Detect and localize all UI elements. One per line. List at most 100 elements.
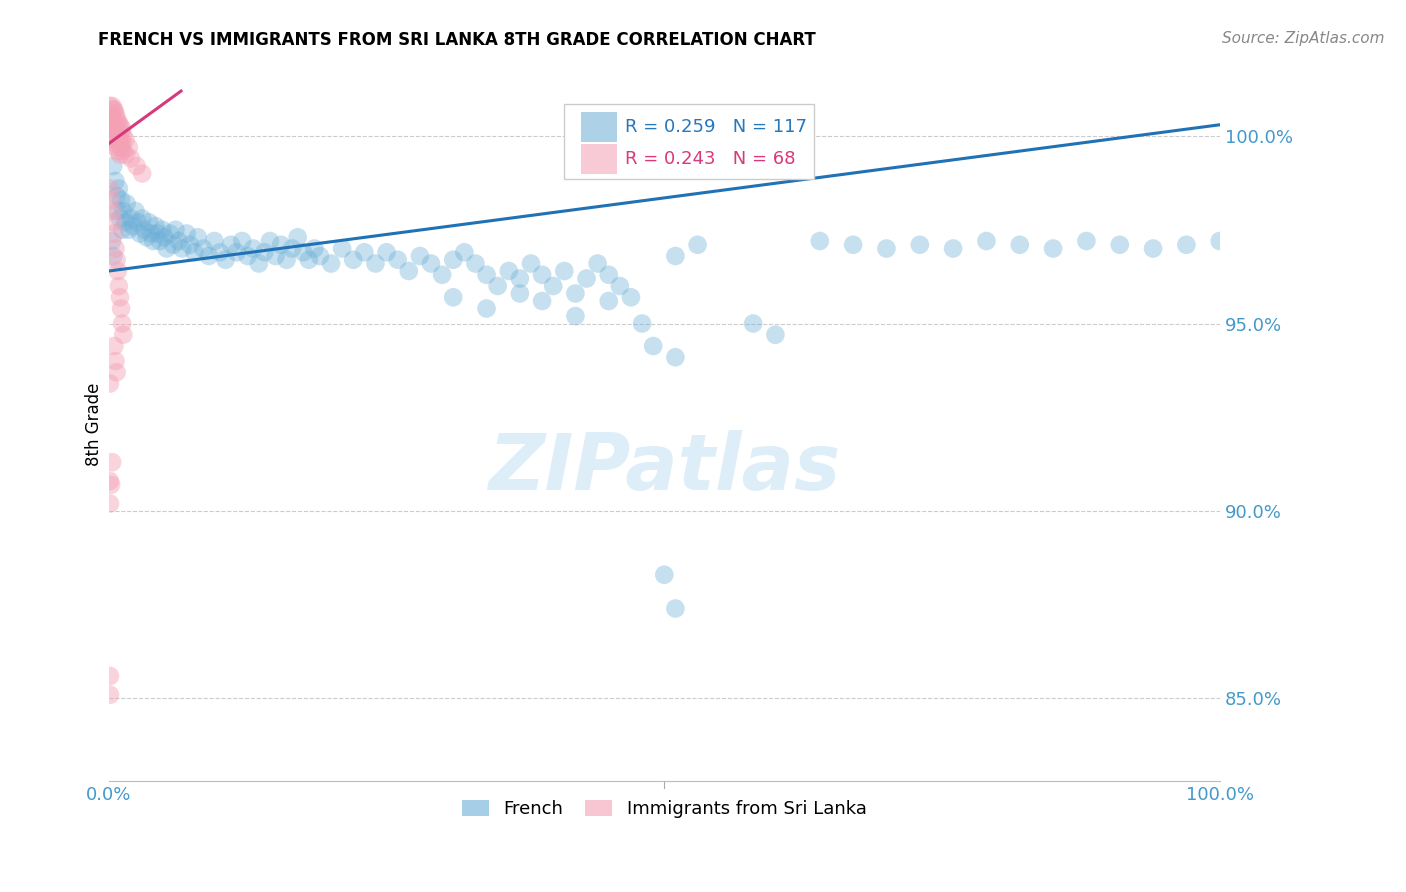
Point	[111, 223, 134, 237]
Point	[541, 279, 564, 293]
Point	[247, 256, 270, 270]
Point	[125, 159, 148, 173]
Point	[98, 688, 121, 702]
Point	[110, 193, 132, 207]
Point	[100, 193, 122, 207]
Point	[1175, 237, 1198, 252]
Point	[107, 144, 129, 158]
Point	[114, 215, 136, 229]
Point	[98, 181, 121, 195]
Point	[202, 234, 225, 248]
Point	[1209, 234, 1232, 248]
Point	[664, 249, 686, 263]
Point	[1142, 242, 1164, 256]
Point	[98, 496, 121, 510]
Point	[167, 234, 190, 248]
Point	[486, 279, 509, 293]
Point	[531, 293, 554, 308]
Point	[108, 181, 131, 195]
Point	[108, 118, 131, 132]
Point	[145, 219, 167, 233]
Point	[101, 128, 124, 143]
Point	[441, 252, 464, 267]
Point	[292, 245, 315, 260]
Point	[112, 204, 135, 219]
Point	[150, 223, 173, 237]
Point	[219, 237, 242, 252]
Point	[103, 133, 125, 147]
Point	[270, 237, 292, 252]
Point	[114, 133, 136, 147]
Point	[353, 245, 375, 260]
Point	[842, 237, 865, 252]
Point	[242, 242, 264, 256]
Point	[139, 227, 162, 241]
Point	[1042, 242, 1064, 256]
Point	[114, 148, 136, 162]
Point	[364, 256, 387, 270]
Point	[453, 245, 475, 260]
Point	[319, 256, 342, 270]
Text: FRENCH VS IMMIGRANTS FROM SRI LANKA 8TH GRADE CORRELATION CHART: FRENCH VS IMMIGRANTS FROM SRI LANKA 8TH …	[98, 31, 815, 49]
Point	[104, 136, 127, 151]
Point	[105, 125, 128, 139]
Point	[127, 215, 149, 229]
Point	[908, 237, 931, 252]
Point	[101, 114, 124, 128]
Point	[103, 249, 125, 263]
Point	[120, 152, 142, 166]
Point	[553, 264, 575, 278]
Point	[236, 249, 259, 263]
Point	[652, 567, 675, 582]
Point	[620, 290, 643, 304]
Point	[110, 301, 132, 316]
FancyBboxPatch shape	[581, 144, 616, 174]
Point	[763, 327, 786, 342]
Point	[1108, 237, 1130, 252]
Point	[104, 121, 127, 136]
Point	[108, 133, 131, 147]
Point	[146, 227, 169, 241]
Point	[304, 242, 326, 256]
Point	[564, 309, 586, 323]
Point	[138, 215, 160, 229]
Y-axis label: 8th Grade: 8th Grade	[86, 383, 103, 467]
Point	[375, 245, 398, 260]
Point	[105, 140, 128, 154]
Point	[742, 317, 765, 331]
Point	[103, 227, 125, 241]
Point	[441, 290, 464, 304]
Point	[664, 351, 686, 365]
Point	[264, 249, 287, 263]
Point	[107, 114, 129, 128]
Point	[103, 118, 125, 132]
Point	[475, 301, 498, 316]
Point	[110, 125, 132, 139]
FancyBboxPatch shape	[564, 104, 814, 179]
Legend: French, Immigrants from Sri Lanka: French, Immigrants from Sri Lanka	[454, 793, 873, 825]
Point	[149, 234, 172, 248]
Point	[276, 252, 298, 267]
Text: ZIPatlas: ZIPatlas	[488, 430, 841, 506]
Point	[118, 223, 141, 237]
Point	[520, 256, 543, 270]
Point	[193, 242, 215, 256]
Point	[498, 264, 520, 278]
Point	[120, 211, 142, 226]
Text: Source: ZipAtlas.com: Source: ZipAtlas.com	[1222, 31, 1385, 46]
Point	[172, 242, 194, 256]
Point	[104, 354, 127, 368]
Point	[281, 242, 304, 256]
Text: R = 0.243   N = 68: R = 0.243 N = 68	[626, 150, 796, 168]
Text: R = 0.259   N = 117: R = 0.259 N = 117	[626, 118, 807, 136]
Point	[131, 167, 153, 181]
Point	[100, 477, 122, 491]
Point	[575, 271, 598, 285]
Point	[98, 474, 121, 488]
Point	[643, 339, 665, 353]
Point	[165, 223, 187, 237]
Point	[309, 249, 332, 263]
Point	[176, 227, 198, 241]
Point	[509, 286, 531, 301]
Point	[107, 128, 129, 143]
